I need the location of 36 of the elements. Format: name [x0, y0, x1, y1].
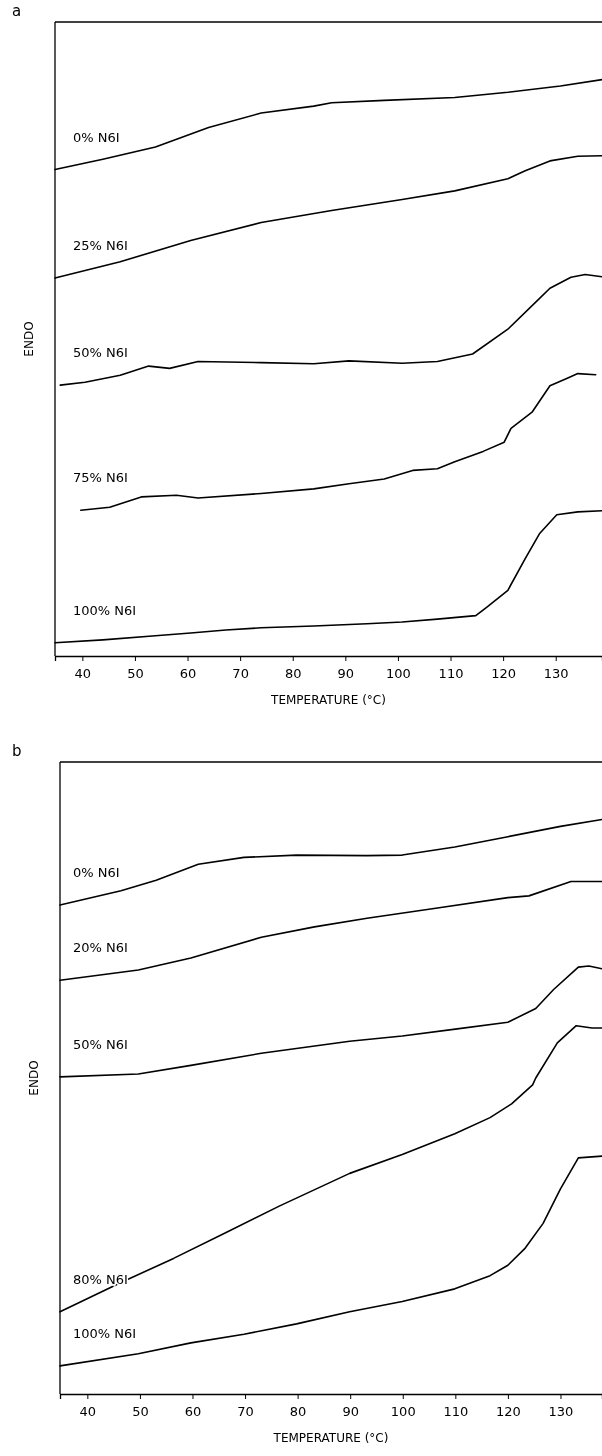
series-label: 100% N6I — [73, 1325, 137, 1341]
x-tick-label: 60 — [179, 666, 197, 682]
series-label: 80% N6I — [73, 1271, 128, 1287]
x-axis-title: TEMPERATURE (°C) — [270, 693, 386, 707]
series-label: 20% N6I — [73, 940, 128, 956]
x-tick-label: 110 — [438, 666, 464, 682]
x-tick-label: 130 — [548, 1404, 574, 1420]
x-tick-label: 40 — [79, 1404, 97, 1420]
x-tick-label: 90 — [342, 1404, 359, 1420]
chart-title: b — [12, 742, 22, 760]
series-label: 25% N6I — [73, 237, 128, 253]
x-tick-label: 50 — [127, 666, 144, 682]
series-label: 100% N6I — [73, 602, 137, 618]
x-tick-label: 120 — [491, 666, 517, 682]
x-tick-label: 90 — [337, 666, 355, 682]
x-tick-label: 100 — [386, 666, 411, 682]
y-axis-title: ENDO — [27, 1060, 41, 1096]
series-label: 50% N6I — [73, 345, 128, 361]
series-label: 50% N6I — [73, 1036, 128, 1052]
x-tick-label: 40 — [74, 666, 92, 682]
x-tick-label: 80 — [284, 666, 302, 682]
x-tick-label: 50 — [132, 1404, 149, 1420]
x-axis-title: TEMPERATURE (°C) — [272, 1431, 389, 1445]
x-tick-label: 120 — [495, 1404, 521, 1420]
x-tick-label: 110 — [443, 1404, 469, 1420]
x-tick-label: 100 — [390, 1404, 416, 1420]
series-label: 0% N6I — [73, 865, 120, 881]
series-label: 75% N6I — [73, 470, 128, 486]
y-axis-title: ENDO — [22, 321, 36, 357]
x-tick-label: 70 — [232, 666, 249, 682]
series-label: 0% N6I — [73, 129, 120, 145]
x-tick-label: 60 — [184, 1404, 202, 1420]
x-tick-label: 130 — [543, 666, 569, 682]
x-tick-label: 70 — [237, 1404, 254, 1420]
x-tick-label: 80 — [289, 1404, 307, 1420]
chart-title: a — [12, 2, 22, 20]
